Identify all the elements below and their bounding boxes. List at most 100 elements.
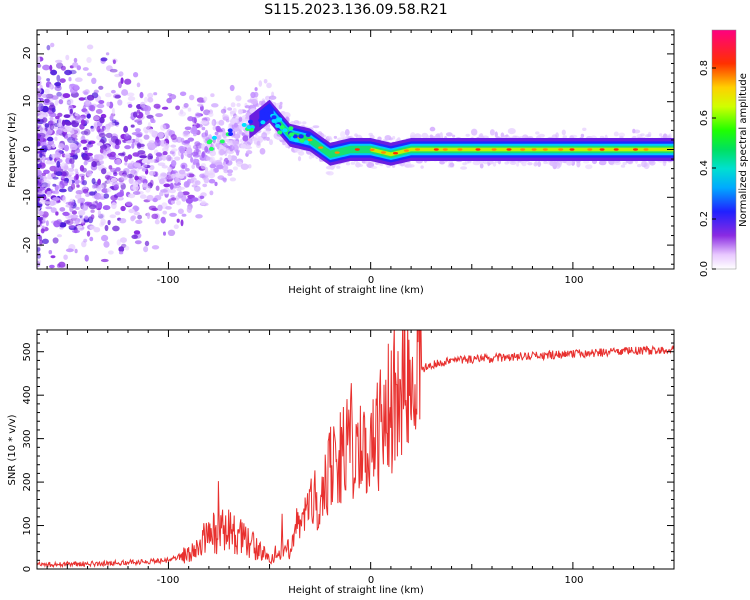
heatmap-cell [46, 136, 54, 142]
heatmap-cell [109, 151, 116, 157]
heatmap-cell [160, 173, 168, 177]
heatmap-cell [169, 212, 177, 217]
heatmap-cell [237, 109, 243, 115]
heatmap-cell [62, 170, 69, 177]
heatmap-cell [111, 119, 117, 123]
heatmap-cell [447, 164, 453, 168]
heatmap-cell [37, 163, 42, 169]
heatmap-cell [70, 133, 78, 139]
heatmap-cell [135, 219, 143, 224]
heatmap-cell [76, 193, 81, 199]
heatmap-cell [182, 130, 190, 138]
heatmap-cell [116, 239, 122, 246]
heatmap-cell [37, 185, 45, 192]
heatmap-cell [90, 209, 95, 213]
heatmap-cell [111, 107, 115, 115]
heatmap-cell [583, 160, 590, 164]
heatmap-cell [68, 225, 75, 229]
heatmap-cell [107, 219, 111, 226]
heatmap-cell [114, 159, 118, 165]
heatmap-cell [82, 67, 89, 71]
heatmap-cell [55, 211, 59, 216]
heatmap-cell [128, 193, 136, 199]
heatmap-cell [110, 195, 118, 201]
heatmap-cell [44, 98, 50, 104]
heatmap-cell [97, 178, 101, 185]
heatmap-cell [124, 78, 132, 85]
heatmap-cell [169, 94, 177, 100]
heatmap-cell [119, 218, 127, 224]
heatmap-cell [124, 245, 130, 251]
heatmap-cell [190, 157, 194, 163]
heatmap-cell [121, 89, 129, 96]
heatmap-cell [50, 42, 55, 48]
heatmap-cell [46, 44, 51, 51]
heatmap-cell [110, 135, 119, 143]
heatmap-cell [225, 119, 230, 123]
heatmap-peak [277, 130, 283, 135]
heatmap-cell [147, 159, 155, 163]
heatmap-cell [582, 127, 587, 131]
heatmap-peak [228, 132, 234, 136]
heatmap-cell [143, 96, 149, 103]
heatmap-peak [246, 125, 252, 130]
heatmap-cell [527, 162, 533, 166]
heatmap-cell [109, 214, 117, 219]
heatmap-cell [132, 152, 140, 157]
heatmap-cell [232, 107, 237, 114]
heatmap-cell [357, 164, 364, 167]
heatmap-cell [89, 191, 96, 196]
heatmap-cell [69, 205, 74, 213]
heatmap-cell [162, 146, 169, 153]
heatmap-cell [84, 254, 89, 262]
snr-y-tick400: 400 [22, 385, 33, 404]
heatmap-cell [142, 182, 148, 190]
heatmap-cell [91, 77, 97, 85]
heatmap-cell [99, 147, 104, 154]
heatmap-cell [195, 161, 200, 169]
heatmap-cell [38, 210, 44, 216]
heatmap-cell [62, 93, 71, 99]
heatmap-cell [136, 109, 141, 114]
heatmap-cell [159, 191, 164, 197]
heatmap-cell [86, 44, 94, 50]
heatmap-cell [460, 166, 468, 170]
heatmap-cell [88, 204, 97, 210]
heatmap-cell [99, 160, 104, 165]
heatmap-cell [192, 144, 198, 150]
heatmap-cell [227, 107, 233, 111]
heatmap-cell [55, 171, 63, 177]
heatmap-cell [214, 131, 219, 136]
heatmap-cell [112, 225, 120, 232]
colorbar-tick-0.8: 0.8 [699, 60, 710, 76]
heatmap-peak [282, 128, 288, 133]
heatmap-cell [175, 105, 181, 111]
heatmap-cell [134, 119, 143, 123]
heatmap-cell [183, 144, 192, 151]
heatmap-cell [37, 88, 42, 94]
heatmap-cell [88, 141, 92, 145]
heatmap-cell [124, 145, 131, 150]
heatmap-peak [227, 128, 233, 133]
heatmap-cell [62, 128, 71, 133]
heatmap-cell [250, 98, 258, 105]
heatmap-cell [297, 156, 302, 162]
heatmap-cell [133, 72, 139, 78]
heatmap-cell [142, 164, 148, 168]
heatmap-cell [216, 164, 224, 170]
colorbar-tick-0.2: 0.2 [699, 211, 710, 227]
heatmap-cell [219, 157, 223, 161]
heatmap-cell [92, 115, 100, 121]
heatmap-cell [84, 215, 89, 220]
heatmap-cell [57, 184, 63, 190]
heatmap-cell [52, 237, 59, 244]
heatmap-cell [180, 219, 184, 227]
heatmap-cell [74, 168, 79, 173]
heatmap-cell [244, 105, 251, 109]
heatmap-cell [184, 126, 192, 131]
heatmap-cell [37, 191, 45, 195]
heatmap-cell [345, 162, 351, 166]
spectrogram-panel: -20 -10 0 10 20 -100 0 100 Height of str… [7, 29, 675, 296]
snr-x-tick-100: -100 [157, 575, 180, 586]
heatmap-cell [57, 234, 62, 238]
